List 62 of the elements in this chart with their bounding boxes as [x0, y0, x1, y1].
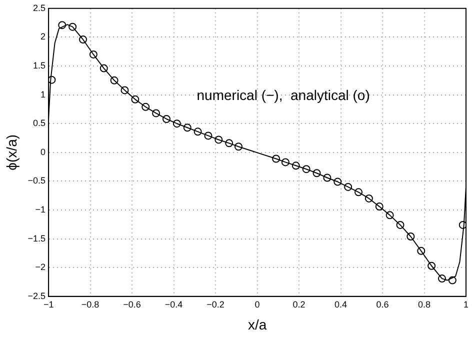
point	[152, 109, 160, 118]
y-tick-label: −1.5	[28, 233, 46, 244]
point	[354, 188, 363, 196]
point	[89, 50, 98, 58]
point	[281, 158, 290, 166]
y-tick-label: 0	[40, 146, 46, 157]
point	[396, 220, 404, 229]
y-tick-label: 1	[40, 89, 46, 100]
point	[448, 276, 456, 284]
point	[272, 154, 280, 163]
x-tick-label: 0.6	[376, 299, 389, 310]
point	[234, 142, 242, 151]
point	[406, 232, 415, 240]
x-tick-label: 0	[254, 299, 260, 310]
y-tick-label: −1	[35, 204, 46, 214]
point	[172, 120, 181, 128]
point	[292, 162, 300, 170]
x-tick-label: −0.2	[206, 299, 224, 310]
point	[58, 21, 66, 30]
point	[386, 211, 394, 220]
point	[302, 165, 310, 174]
x-axis-title: x/a	[248, 316, 267, 332]
point	[428, 262, 436, 270]
y-tick-label: −2.5	[28, 290, 46, 301]
point	[79, 36, 88, 44]
point	[131, 95, 140, 104]
point	[100, 64, 108, 72]
y-axis-title: ϕ(x/a)	[3, 134, 20, 170]
point	[214, 136, 223, 144]
point	[438, 274, 446, 283]
point	[323, 174, 332, 182]
point	[344, 182, 352, 191]
point	[194, 128, 202, 136]
point	[48, 76, 56, 84]
x-tick-label: −0.8	[81, 299, 100, 310]
point	[204, 132, 212, 140]
x-tick-label: 1	[463, 299, 469, 310]
x-tick-label: 0.4	[334, 299, 348, 310]
point	[458, 220, 466, 229]
point	[375, 202, 384, 211]
x-tick-label: −0.6	[123, 299, 141, 310]
point	[110, 76, 118, 84]
point	[162, 114, 170, 123]
point	[183, 124, 192, 132]
x-tick-label: −0.4	[164, 299, 183, 310]
y-tick-label: 0.5	[33, 118, 46, 128]
point	[142, 102, 150, 111]
y-tick-label: −0.5	[28, 176, 46, 186]
x-tick-label: 0.8	[418, 299, 431, 310]
point	[334, 178, 342, 186]
point	[120, 86, 129, 94]
annotation: numerical (−), analytical (o)	[196, 87, 370, 104]
point	[225, 139, 234, 148]
y-tick-label: 2.5	[33, 2, 46, 13]
y-tick-label: −2	[35, 262, 46, 272]
y-tick-label: 1.5	[33, 60, 46, 70]
x-tick-label: 0.2	[292, 299, 306, 310]
point	[68, 22, 77, 31]
point	[417, 246, 426, 255]
point	[312, 169, 321, 178]
point	[364, 194, 373, 202]
y-tick-label: 2	[40, 32, 46, 42]
